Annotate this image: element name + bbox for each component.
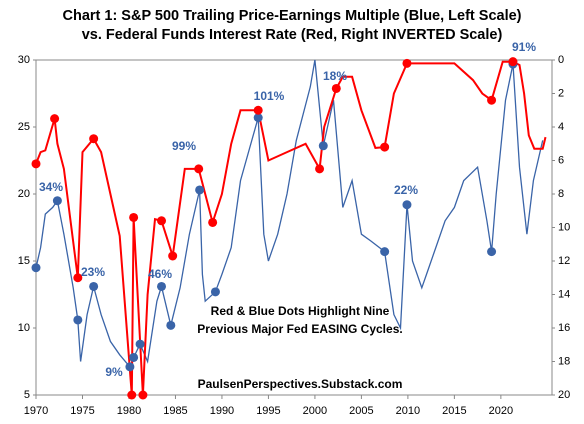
marker-dot: [487, 247, 497, 257]
x-tick-label: 1995: [256, 405, 280, 417]
annotation: 91%: [512, 40, 536, 54]
annotation: 9%: [105, 365, 123, 379]
marker-dot: [50, 114, 60, 124]
x-tick-label: 1990: [210, 405, 234, 417]
x-tick-label: 2020: [489, 405, 513, 417]
y-tick-label: 30: [18, 54, 30, 66]
annotation: 34%: [39, 180, 63, 194]
x-tick-label: 2005: [349, 405, 373, 417]
annotation: 23%: [81, 265, 105, 279]
annotation: 22%: [394, 183, 418, 197]
annotation: 18%: [323, 69, 347, 83]
y2-tick-label: 12: [558, 255, 570, 267]
x-tick-label: 2010: [396, 405, 420, 417]
y-tick-label: 5: [24, 389, 30, 401]
y2-tick-label: 20: [558, 389, 570, 401]
marker-dot: [138, 390, 148, 400]
marker-dot: [253, 105, 263, 115]
marker-dot: [508, 57, 518, 67]
marker-dot: [157, 216, 167, 226]
marker-dot: [73, 273, 83, 283]
marker-dot: [315, 164, 325, 174]
line: [35, 60, 547, 396]
marker-dot: [73, 315, 83, 325]
x-tick-label: 1975: [70, 405, 94, 417]
x-tick-label: 1980: [117, 405, 141, 417]
note: Previous Major Fed EASING Cycles.: [197, 322, 402, 336]
note: Red & Blue Dots Highlight Nine: [211, 304, 390, 318]
marker-dot: [253, 113, 263, 123]
annotation: 99%: [172, 139, 196, 153]
marker-dot: [166, 320, 176, 330]
annotation: 101%: [254, 89, 285, 103]
marker-dot: [31, 263, 41, 273]
marker-dot: [402, 200, 412, 210]
marker-dot: [127, 390, 137, 400]
marker-dot: [195, 185, 205, 195]
y-tick-label: 10: [18, 322, 30, 334]
source: PaulsenPerspectives.Substack.com: [198, 377, 403, 391]
marker-dot: [208, 217, 218, 227]
marker-dot: [129, 212, 139, 222]
y-tick-label: 15: [18, 255, 30, 267]
y2-tick-label: 2: [558, 87, 564, 99]
y-tick-label: 20: [18, 188, 30, 200]
marker-dot: [168, 251, 178, 261]
y-tick-label: 25: [18, 121, 30, 133]
marker-dot: [135, 339, 145, 349]
marker-dot: [318, 141, 328, 151]
marker-dot: [125, 362, 135, 372]
y2-tick-label: 0: [558, 54, 564, 66]
marker-dot: [402, 58, 412, 68]
marker-dot: [129, 352, 139, 362]
y2-tick-label: 6: [558, 154, 564, 166]
x-tick-label: 2015: [442, 405, 466, 417]
marker-dot: [31, 159, 41, 169]
y2-tick-label: 14: [558, 288, 570, 300]
y2-tick-label: 18: [558, 355, 570, 367]
marker-dot: [89, 134, 99, 144]
marker-dot: [157, 281, 167, 291]
line: [35, 59, 544, 369]
y2-tick-label: 8: [558, 188, 564, 200]
y2-tick-label: 16: [558, 322, 570, 334]
y2-tick-label: 4: [558, 121, 564, 133]
x-tick-label: 2000: [303, 405, 327, 417]
chart-title: Chart 1: S&P 500 Trailing Price-Earnings…: [62, 8, 521, 24]
chart-title: vs. Federal Funds Interest Rate (Red, Ri…: [82, 27, 503, 43]
marker-dot: [89, 281, 99, 291]
marker-dot: [194, 164, 204, 174]
x-tick-label: 1985: [163, 405, 187, 417]
marker-dot: [52, 196, 62, 206]
y2-tick-label: 10: [558, 221, 570, 233]
marker-dot: [380, 247, 390, 257]
marker-dot: [210, 287, 220, 297]
annotation: 46%: [148, 267, 172, 281]
x-tick-label: 1970: [24, 405, 48, 417]
marker-dot: [487, 95, 497, 105]
marker-dot: [331, 83, 341, 93]
marker-dot: [380, 142, 390, 152]
